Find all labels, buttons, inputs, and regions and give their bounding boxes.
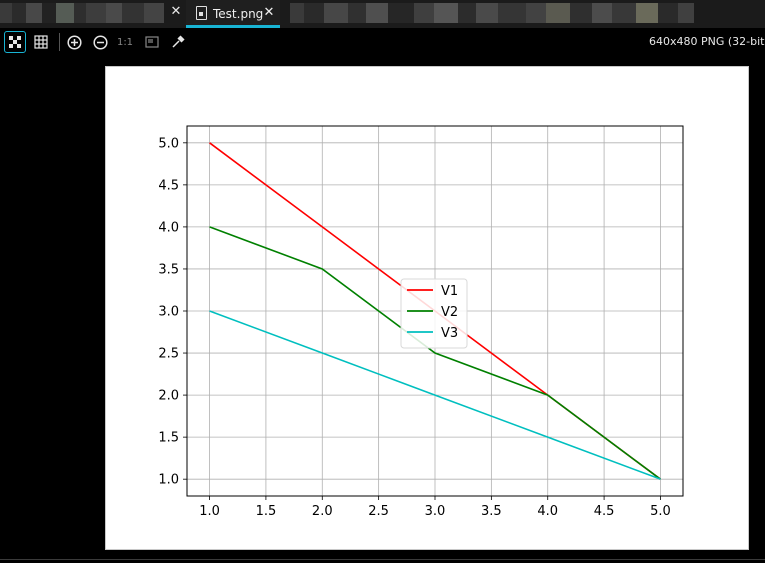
active-tab-indicator — [186, 25, 280, 28]
legend-label: V1 — [441, 284, 458, 299]
image-canvas[interactable]: 1.0 1.5 2.0 2.5 3.0 3.5 4.0 4.5 5.0 1.0 1.5 2.0 2.5… — [105, 66, 749, 550]
blurred-tab-area-right — [290, 3, 694, 23]
bottom-border — [0, 559, 765, 560]
y-tick-label: 1.0 — [158, 473, 179, 488]
y-tick-label: 2.0 — [158, 389, 179, 404]
image-info: 640x480 PNG (32-bit — [649, 35, 765, 48]
x-axis-ticks: 1.0 1.5 2.0 2.5 3.0 3.5 4.0 4.5 5.0 — [199, 496, 671, 519]
fit-icon[interactable] — [4, 31, 26, 53]
y-tick-label: 3.5 — [158, 262, 179, 277]
actual-size-icon[interactable]: 1:1 — [114, 31, 136, 53]
eyedropper-icon[interactable] — [167, 31, 189, 53]
y-tick-label: 5.0 — [158, 136, 179, 151]
chart-legend: V1 V2 V3 — [400, 278, 468, 349]
x-tick-label: 1.0 — [199, 504, 220, 519]
legend-label: V2 — [441, 305, 458, 320]
y-axis-ticks: 1.0 1.5 2.0 2.5 3.0 3.5 4.0 4.5 5.0 — [158, 136, 187, 488]
x-tick-label: 4.0 — [537, 504, 558, 519]
background-icon[interactable] — [141, 31, 163, 53]
legend-label: V3 — [441, 326, 458, 341]
line-chart: 1.0 1.5 2.0 2.5 3.0 3.5 4.0 4.5 5.0 1.0 1.5 2.0 2.5… — [158, 125, 684, 519]
image-file-icon — [196, 6, 207, 20]
grid-icon[interactable] — [30, 31, 52, 53]
zoom-out-icon[interactable] — [89, 31, 111, 53]
y-tick-label: 2.5 — [158, 347, 179, 362]
tab-bar: ✕ Test.png ✕ — [0, 0, 765, 28]
series-line-v3 — [209, 310, 661, 480]
close-icon[interactable]: ✕ — [263, 5, 275, 20]
blurred-tab-area — [0, 3, 164, 23]
x-tick-label: 3.0 — [425, 504, 446, 519]
close-icon[interactable]: ✕ — [170, 4, 182, 19]
tab-test-png[interactable]: Test.png ✕ — [186, 0, 280, 28]
x-tick-label: 1.5 — [256, 504, 277, 519]
x-tick-label: 2.0 — [312, 504, 333, 519]
x-tick-label: 5.0 — [650, 504, 671, 519]
y-tick-label: 4.5 — [158, 178, 179, 193]
y-tick-label: 3.0 — [158, 305, 179, 320]
toolbar-separator — [59, 33, 60, 51]
y-tick-label: 4.0 — [158, 220, 179, 235]
actual-size-label: 1:1 — [116, 36, 134, 48]
y-tick-label: 1.5 — [158, 431, 179, 446]
x-tick-label: 3.5 — [481, 504, 502, 519]
toolbar: 1:1 640x480 PNG (32-bit — [0, 28, 765, 56]
x-tick-label: 2.5 — [368, 504, 389, 519]
x-tick-label: 4.5 — [594, 504, 615, 519]
zoom-in-icon[interactable] — [63, 31, 85, 53]
legend-box — [400, 278, 468, 349]
series-line-v2 — [209, 226, 661, 480]
tab-label: Test.png — [213, 7, 264, 21]
